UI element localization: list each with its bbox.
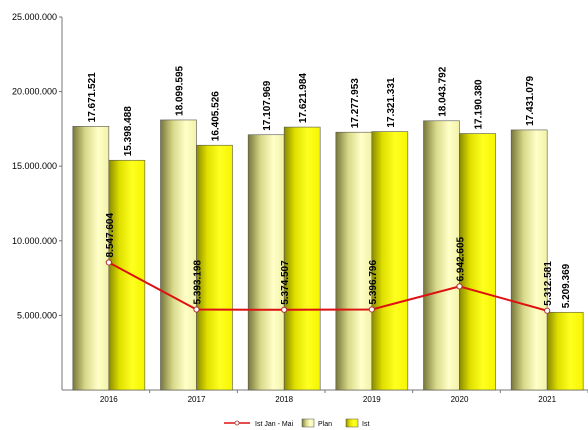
data-labels: 17.671.521 15.398.488 18.099.595 16.405.526… [87, 65, 572, 308]
bar-ist [196, 144, 233, 391]
y-tick-label: 20.000.000 [12, 87, 57, 97]
x-tick-label: 2017 [188, 395, 206, 404]
plan-value-label: 18.099.595 [175, 65, 186, 115]
y-tick-label: 25.000.000 [12, 12, 57, 22]
bar-ist [546, 311, 584, 391]
x-tick-label: 2019 [363, 395, 381, 404]
bar-ist [459, 133, 496, 391]
line-value-label: 5.396.796 [368, 260, 379, 305]
legend-label-ist: Ist [362, 421, 369, 428]
line-point [368, 306, 375, 313]
line-point [456, 283, 463, 290]
plan-value-label: 17.107.969 [262, 80, 273, 130]
x-tick-label: 2016 [100, 395, 118, 404]
line-value-label: 6.942.605 [456, 236, 467, 281]
plan-value-label: 18.043.792 [438, 66, 449, 116]
y-tick-label: 15.000.000 [12, 161, 57, 171]
legend-line-marker [234, 420, 240, 426]
ist-value-label: 15.398.488 [123, 106, 134, 156]
bars [72, 119, 584, 391]
line-point [105, 259, 112, 266]
line-point [193, 306, 200, 313]
x-tick-label: 2020 [451, 395, 469, 404]
bar-plan [335, 131, 373, 391]
plan-value-label: 17.431.079 [525, 75, 536, 125]
legend-label-plan: Plan [318, 421, 332, 428]
line-value-label: 5.374.507 [280, 260, 291, 305]
y-tick-label: 10.000.000 [12, 236, 57, 246]
ist-value-label: 17.621.984 [298, 73, 309, 123]
bar-plan [160, 119, 197, 391]
ist-value-label: 17.190.380 [474, 79, 485, 129]
bar-plan [423, 120, 460, 391]
line-ist-jan-mai [108, 261, 548, 312]
line-value-label: 5.312.581 [543, 261, 554, 306]
legend: Ist Jan - Mai Plan Ist [224, 418, 369, 428]
bar-plan [510, 129, 548, 391]
bar-plan [247, 134, 285, 391]
line-point [544, 307, 551, 314]
legend-ist-swatch [345, 418, 359, 428]
bar-ist [108, 159, 146, 391]
ist-value-label: 17.321.331 [386, 77, 397, 127]
legend-label-line: Ist Jan - Mai [255, 421, 294, 428]
axes: 5.000.000 10.000.000 15.000.000 20.000.000 2… [12, 12, 588, 404]
legend-plan-swatch [301, 418, 315, 428]
x-tick-label: 2018 [275, 395, 293, 404]
bar-ist [283, 126, 321, 391]
ist-value-label: 5.209.369 [561, 263, 572, 308]
bar-ist [371, 131, 409, 391]
plan-value-label: 17.671.521 [87, 72, 98, 122]
line-value-label: 8.547.604 [105, 213, 116, 258]
line-point [281, 306, 288, 313]
ist-value-label: 16.405.526 [211, 91, 222, 141]
plan-value-label: 17.277.953 [350, 78, 361, 128]
line-value-label: 5.393.198 [193, 260, 204, 305]
bar-plan [72, 126, 110, 391]
x-tick-label: 2021 [538, 395, 556, 404]
y-tick-label: 5.000.000 [17, 310, 57, 320]
line-series: 8.547.604 5.393.198 5.374.507 5.396.796 6.94… [105, 213, 554, 314]
